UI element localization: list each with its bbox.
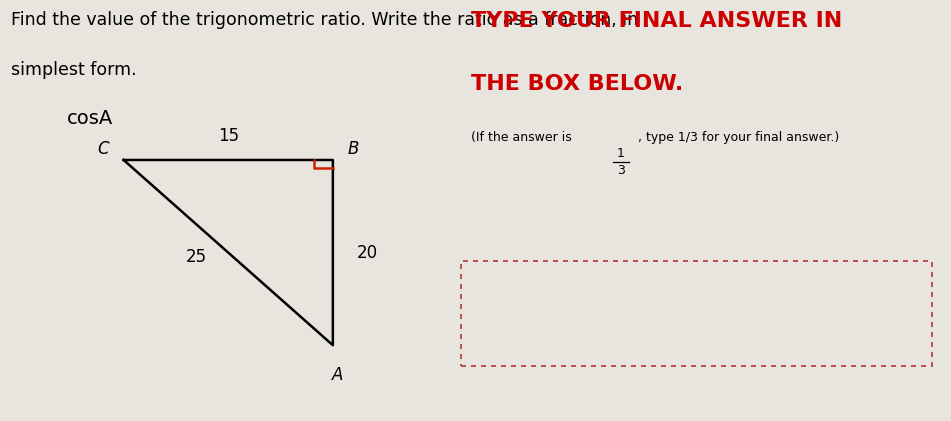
Text: 20: 20 (357, 244, 378, 261)
Text: 25: 25 (186, 248, 207, 266)
Text: TYPE YOUR FINAL ANSWER IN: TYPE YOUR FINAL ANSWER IN (471, 11, 842, 31)
Text: A: A (332, 366, 343, 384)
Text: cosA: cosA (67, 109, 113, 128)
Text: Find the value of the trigonometric ratio. Write the ratio as a fraction, in: Find the value of the trigonometric rati… (11, 11, 638, 29)
Text: , type 1/3 for your final answer.): , type 1/3 for your final answer.) (638, 131, 840, 144)
Text: (If the answer is: (If the answer is (471, 131, 575, 144)
Text: C: C (98, 140, 109, 158)
Text: simplest form.: simplest form. (11, 61, 137, 79)
Text: 3: 3 (617, 164, 625, 177)
Text: THE BOX BELOW.: THE BOX BELOW. (471, 74, 683, 94)
Text: 15: 15 (218, 127, 239, 145)
Text: B: B (347, 140, 359, 158)
Text: 1: 1 (617, 147, 625, 160)
